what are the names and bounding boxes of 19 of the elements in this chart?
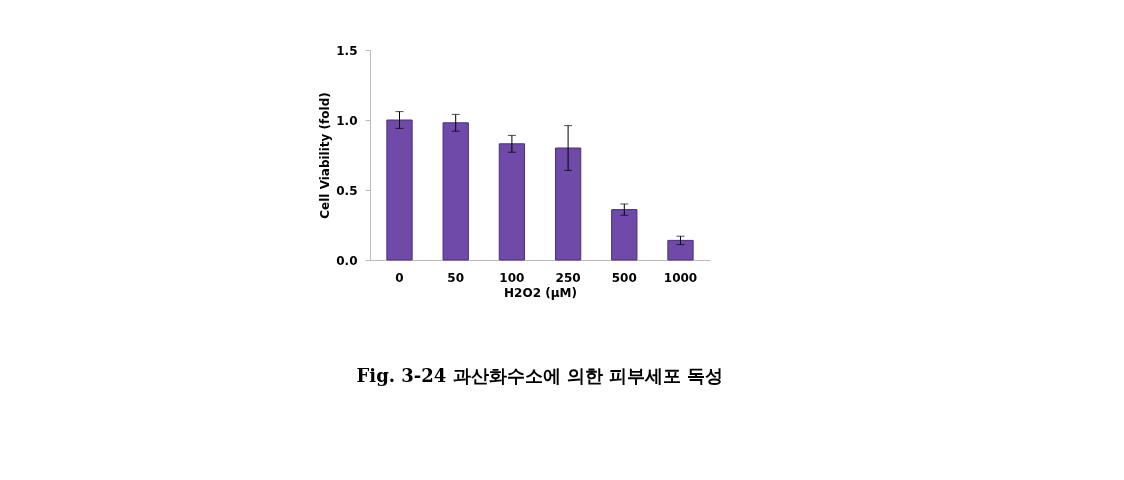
x-tick-label: 50 bbox=[447, 270, 465, 285]
bar bbox=[498, 143, 526, 261]
bar bbox=[667, 239, 694, 261]
x-tick-label: 500 bbox=[611, 270, 637, 285]
y-tick-label: 0.5 bbox=[336, 183, 358, 198]
x-tick-label: 250 bbox=[555, 270, 581, 285]
x-tick-label: 100 bbox=[499, 270, 525, 285]
bar bbox=[554, 147, 582, 261]
text: Fig. 3-24 과산화수소에 의한 피부세포 독성 bbox=[356, 365, 724, 386]
x-axis-title: H2O2 (μM) bbox=[504, 285, 577, 300]
bar bbox=[611, 209, 638, 261]
y-tick-label: 1.0 bbox=[336, 113, 358, 128]
y-tick-label: 1.5 bbox=[336, 43, 358, 58]
x-tick-label: 1000 bbox=[663, 270, 698, 285]
y-axis-title: Cell Viability (fold) bbox=[318, 92, 333, 219]
x-tick-label: 0 bbox=[395, 270, 404, 285]
bar bbox=[442, 122, 469, 261]
y-tick-label: 0.0 bbox=[336, 253, 358, 268]
bar bbox=[386, 119, 413, 261]
